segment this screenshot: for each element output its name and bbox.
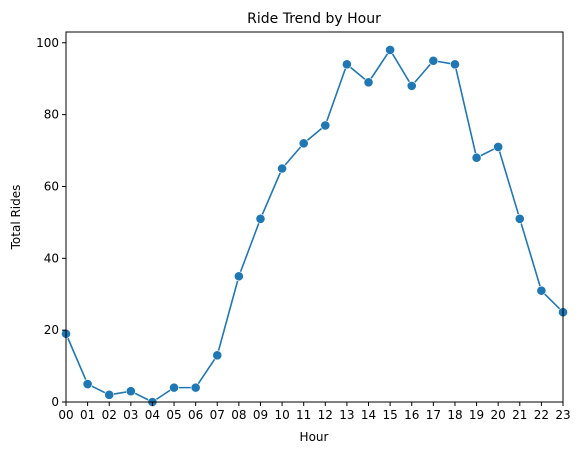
chart-title: Ride Trend by Hour [247,11,381,27]
y-tick-label-60: 60 [44,179,59,193]
data-point-08 [233,271,244,282]
x-tick-label-21: 21 [512,408,527,422]
data-point-07 [212,350,223,361]
data-point-01 [82,379,93,389]
x-tick-label-10: 10 [274,408,289,422]
x-tick-label-20: 20 [491,408,506,422]
y-tick-label-20: 20 [44,323,59,337]
x-tick-label-07: 07 [210,408,225,422]
x-tick-label-02: 02 [102,408,117,422]
x-tick-label-04: 04 [145,408,160,422]
data-point-18 [450,59,460,70]
x-tick-label-23: 23 [555,408,570,422]
data-point-17 [428,55,439,66]
data-point-15 [385,45,396,55]
plot-area [61,45,568,407]
x-tick-label-03: 03 [123,408,138,422]
y-axis: 0 20 40 60 80 100 [36,36,66,409]
x-tick-label-19: 19 [469,408,484,422]
data-point-22 [536,285,547,296]
data-point-09 [255,213,266,224]
data-point-19 [471,152,482,163]
x-tick-label-22: 22 [534,408,549,422]
data-point-06 [190,382,201,393]
x-tick-label-06: 06 [188,408,203,422]
data-point-16 [406,80,417,91]
x-tick-label-14: 14 [361,408,376,422]
data-point-03 [125,386,136,397]
plot-frame [65,31,564,403]
data-point-12 [320,120,331,131]
x-axis: 00 01 02 03 04 05 06 07 08 09 10 11 12 13 14 15 16 17 18 19… [58,402,571,422]
data-point-11 [298,138,309,149]
y-tick-label-0: 0 [51,395,59,409]
y-tick-label-80: 80 [44,108,59,122]
data-point-02 [104,389,115,400]
y-tick-label-40: 40 [44,251,59,265]
data-point-20 [493,142,504,152]
x-tick-label-12: 12 [318,408,333,422]
x-tick-label-11: 11 [296,408,311,422]
series-line-0 [65,49,564,403]
x-tick-label-15: 15 [382,408,397,422]
x-tick-label-16: 16 [404,408,419,422]
data-point-13 [342,59,352,70]
x-tick-label-08: 08 [231,408,246,422]
x-tick-label-13: 13 [339,408,354,422]
x-tick-label-01: 01 [80,408,95,422]
data-point-14 [363,77,374,88]
y-axis-label: Total Rides [9,185,23,251]
x-tick-label-05: 05 [166,408,181,422]
y-tick-label-100: 100 [36,36,59,50]
x-axis-label: Hour [300,430,329,444]
x-tick-label-00: 00 [58,408,73,422]
x-tick-label-17: 17 [426,408,441,422]
x-tick-label-09: 09 [253,408,268,422]
data-point-10 [277,163,287,174]
x-tick-label-18: 18 [447,408,462,422]
data-point-21 [514,213,525,224]
data-point-05 [169,382,179,393]
